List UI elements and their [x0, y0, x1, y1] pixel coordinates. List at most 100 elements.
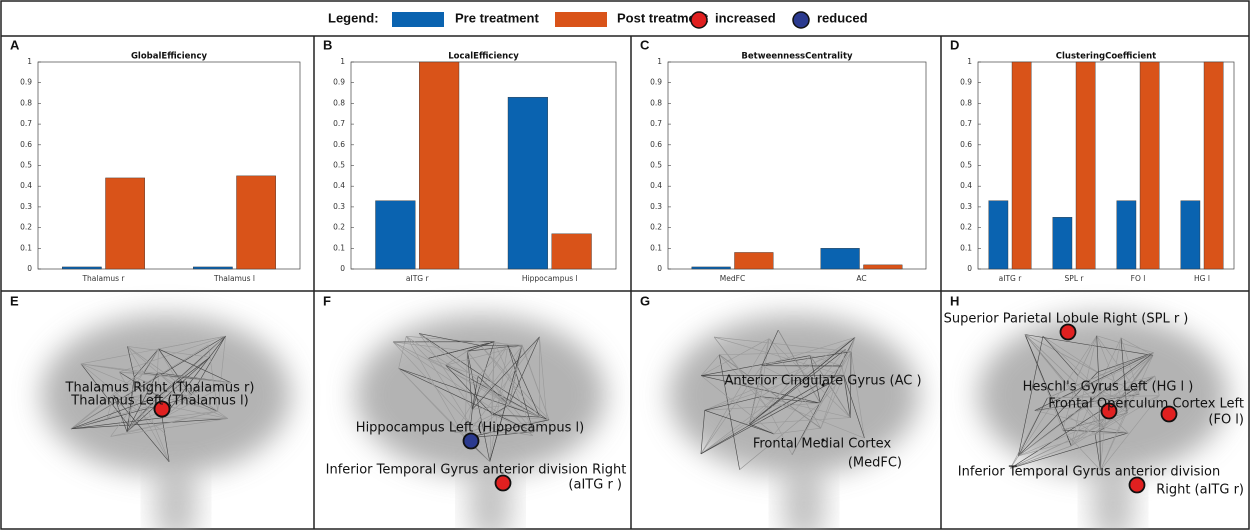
y-tick-label: 0 — [27, 264, 32, 273]
brain-shape — [356, 315, 606, 475]
legend-marker — [691, 12, 707, 28]
panel-label: F — [323, 293, 331, 308]
node-label: Frontal Operculum Cortex Left — [1048, 397, 1244, 412]
panel-label: H — [950, 293, 959, 308]
bar — [1053, 217, 1072, 269]
bar — [106, 178, 145, 269]
legend-swatch — [555, 12, 607, 27]
bar — [1076, 62, 1095, 269]
y-tick-label: 0.8 — [650, 98, 662, 107]
y-tick-label: 1 — [27, 57, 32, 66]
y-tick-label: 0.1 — [20, 243, 32, 252]
node-label: Heschl's Gyrus Left (HG l ) — [1023, 380, 1194, 395]
bar — [735, 252, 774, 269]
y-tick-label: 0 — [340, 264, 345, 273]
bar — [419, 62, 459, 269]
bar — [1117, 201, 1136, 269]
node-label: Right (aITG r) — [1156, 483, 1244, 498]
y-tick-label: 0.5 — [650, 161, 662, 170]
bar — [237, 176, 276, 269]
y-tick-label: 0.7 — [333, 119, 345, 128]
node-label: Inferior Temporal Gyrus anterior divisio… — [326, 463, 627, 478]
chart-title: LocalEfficiency — [448, 52, 519, 62]
y-tick-label: 0.8 — [960, 98, 972, 107]
node-label: Frontal Medial Cortex — [753, 437, 892, 452]
y-tick-label: 0.5 — [333, 161, 345, 170]
x-tick-label: Thalamus l — [213, 274, 255, 283]
node-label: (FO l) — [1208, 413, 1244, 428]
legend-marker — [793, 12, 809, 28]
bar — [692, 267, 731, 269]
x-tick-label: Hippocampus l — [522, 274, 578, 283]
y-tick-label: 0.4 — [650, 181, 662, 190]
brain-view — [41, 315, 291, 530]
legend-swatch — [392, 12, 444, 27]
brain-view — [669, 315, 919, 530]
bar — [376, 201, 416, 269]
y-tick-label: 0.2 — [333, 223, 345, 232]
y-tick-label: 0.8 — [20, 98, 32, 107]
panel-label: B — [323, 37, 332, 52]
y-tick-label: 0.4 — [960, 181, 972, 190]
y-tick-label: 0.9 — [650, 78, 662, 87]
panel-label: D — [950, 37, 959, 52]
x-tick-label: SPL r — [1065, 274, 1085, 283]
y-tick-label: 0.5 — [960, 161, 972, 170]
x-tick-label: aITG r — [406, 274, 430, 283]
y-tick-label: 0.5 — [20, 161, 32, 170]
panel-label: A — [10, 37, 20, 52]
y-tick-label: 0.1 — [650, 243, 662, 252]
y-tick-label: 0.1 — [960, 243, 972, 252]
y-tick-label: 0.9 — [960, 78, 972, 87]
x-tick-label: AC — [856, 274, 866, 283]
y-tick-label: 0.7 — [960, 119, 972, 128]
y-tick-label: 0.4 — [333, 181, 345, 190]
x-tick-label: FO l — [1131, 274, 1146, 283]
y-tick-label: 0.6 — [20, 140, 32, 149]
y-tick-label: 1 — [657, 57, 662, 66]
legend-label: reduced — [817, 10, 868, 25]
y-tick-label: 0.2 — [960, 223, 972, 232]
y-tick-label: 0.3 — [333, 202, 345, 211]
brain-shape — [978, 315, 1228, 475]
y-tick-label: 0.3 — [20, 202, 32, 211]
bar — [1012, 62, 1031, 269]
node-marker — [496, 476, 511, 491]
y-tick-label: 0.3 — [960, 202, 972, 211]
bar — [1181, 201, 1200, 269]
y-tick-label: 0.9 — [333, 78, 345, 87]
node-label: Anterior Cingulate Gyrus (AC ) — [724, 374, 921, 389]
x-tick-label: aITG r — [999, 274, 1023, 283]
y-tick-label: 0.7 — [20, 119, 32, 128]
y-tick-label: 0.6 — [650, 140, 662, 149]
x-tick-label: HG l — [1194, 274, 1210, 283]
y-tick-label: 0.4 — [20, 181, 32, 190]
y-tick-label: 0.1 — [333, 243, 345, 252]
bar — [864, 265, 903, 269]
node-label: Thalamus Left (Thalamus l) — [70, 394, 248, 409]
y-tick-label: 1 — [967, 57, 972, 66]
y-tick-label: 0.9 — [20, 78, 32, 87]
y-tick-label: 0 — [967, 264, 972, 273]
chart-title: BetweennessCentrality — [741, 52, 853, 62]
node-marker — [464, 434, 479, 449]
panel-label: E — [10, 293, 19, 308]
node-marker — [1061, 325, 1076, 340]
bar — [1140, 62, 1159, 269]
node-label: (aITG r ) — [568, 478, 622, 493]
bar — [62, 267, 101, 269]
bar — [821, 248, 860, 269]
y-tick-label: 0.6 — [333, 140, 345, 149]
bar — [193, 267, 232, 269]
y-tick-label: 0.7 — [650, 119, 662, 128]
node-marker — [1130, 478, 1145, 493]
x-tick-label: MedFC — [720, 274, 745, 283]
y-tick-label: 0.2 — [20, 223, 32, 232]
brain-view — [978, 315, 1228, 530]
node-label: Superior Parietal Lobule Right (SPL r ) — [944, 312, 1189, 327]
bar — [1204, 62, 1223, 269]
panel-label: G — [640, 293, 650, 308]
node-label: Hippocampus Left (Hippocampus l) — [356, 421, 584, 436]
bar — [989, 201, 1008, 269]
chart-title: ClusteringCoefficient — [1056, 52, 1157, 62]
